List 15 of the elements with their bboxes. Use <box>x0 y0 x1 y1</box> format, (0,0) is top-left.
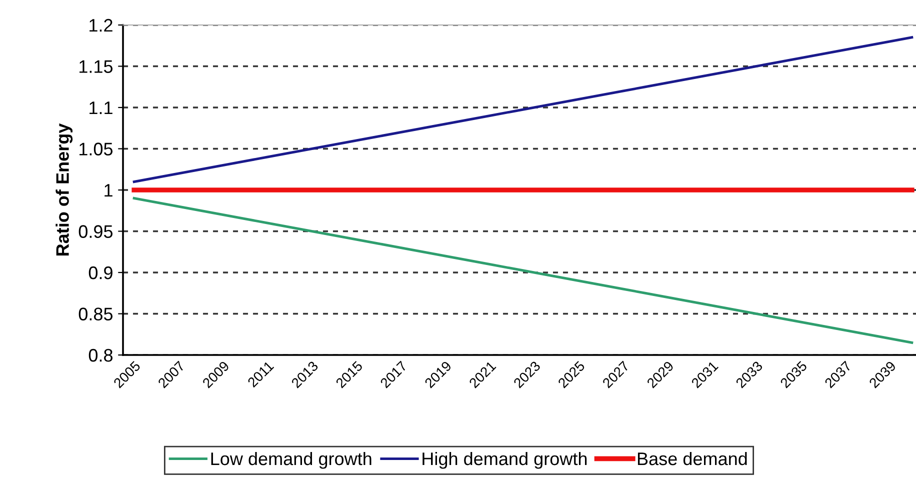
y-tick-label: 0.95 <box>78 225 113 238</box>
y-tick-label: 1.15 <box>80 60 113 73</box>
line-series <box>132 197 914 344</box>
y-tick-label: 1.05 <box>80 142 113 156</box>
y-tick-label: 0.8 <box>88 348 112 362</box>
line-series <box>132 36 914 183</box>
y-axis-title: Ratio of Energy <box>56 123 73 256</box>
y-tick-label: 1.1 <box>90 102 112 114</box>
legend-label: Base demand <box>638 452 747 466</box>
y-tick-label: 0.9 <box>88 266 112 280</box>
y-tick-label: 1.2 <box>90 18 112 32</box>
y-tick-label: 0.85 <box>78 308 113 320</box>
y-tick-label: 1 <box>104 184 112 197</box>
legend-label: High demand growth <box>422 452 587 469</box>
legend-label: Low demand growth <box>211 452 372 469</box>
